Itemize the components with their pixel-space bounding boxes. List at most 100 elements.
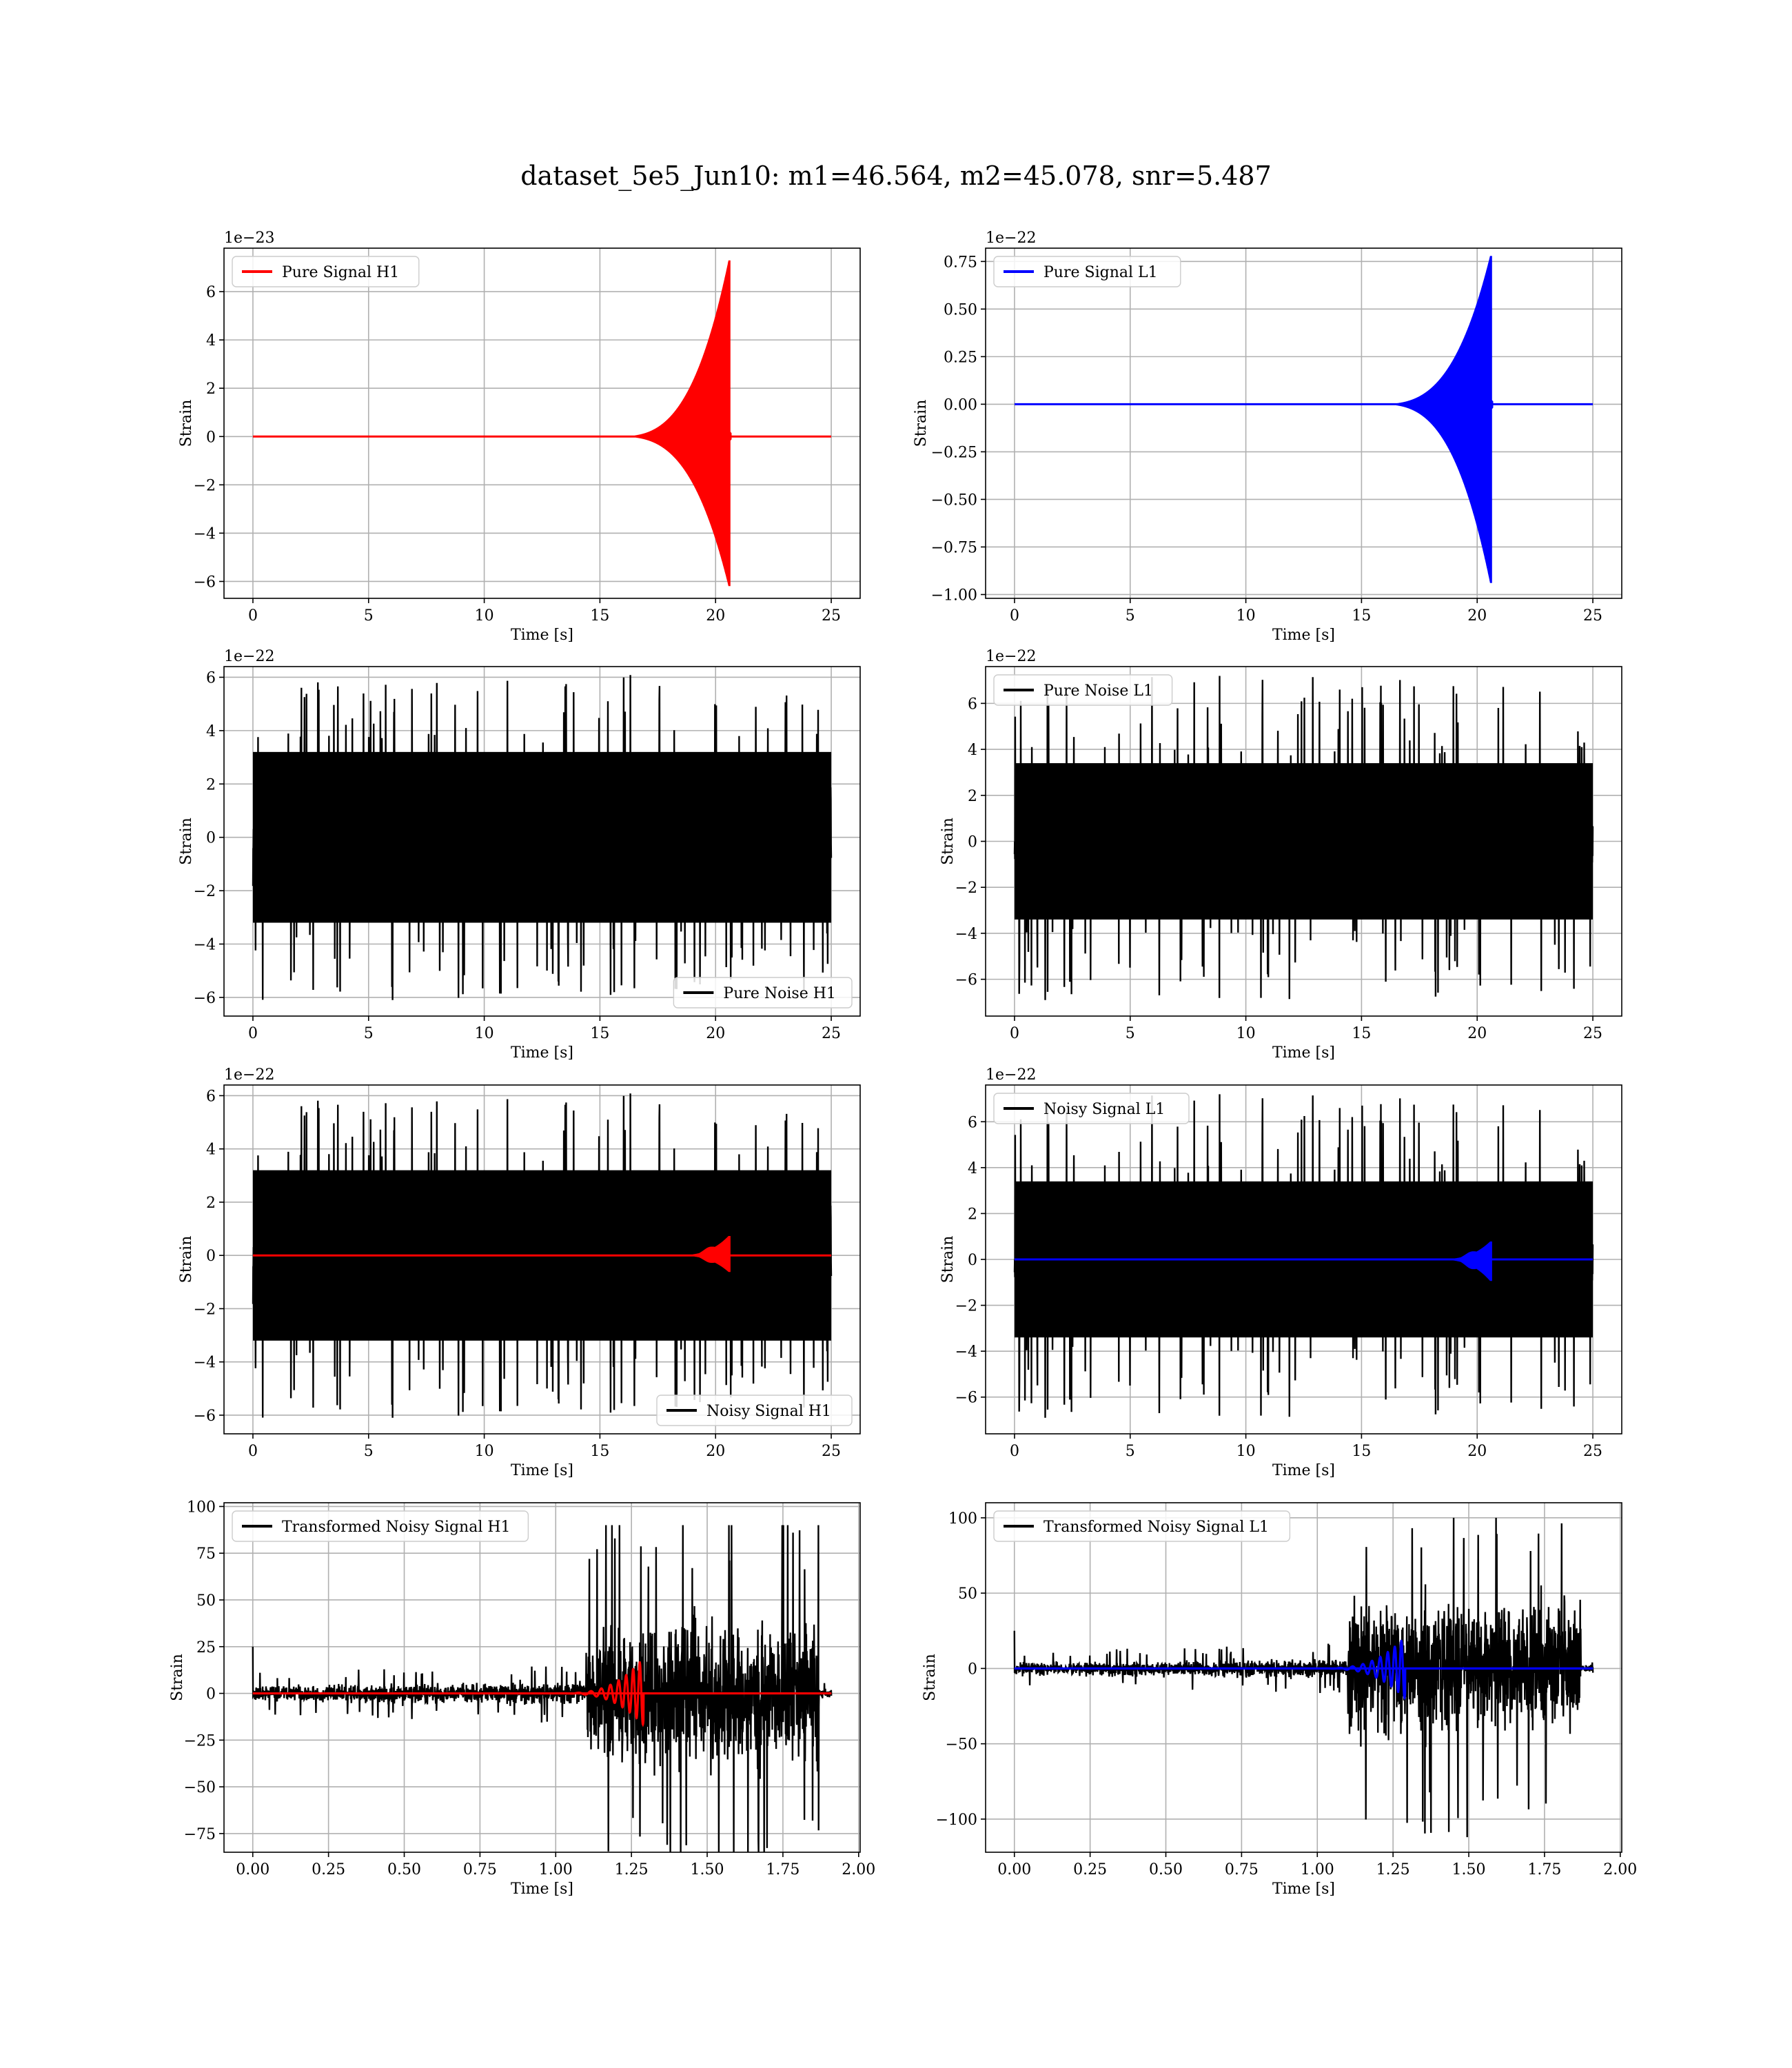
legend-label: Pure Noise H1	[723, 985, 836, 1002]
x-tick-label: 20	[706, 607, 725, 625]
y-tick-label: 50	[196, 1592, 216, 1610]
axes-frame	[985, 1502, 1622, 1853]
x-axis-label: Time [s]	[1272, 1462, 1335, 1479]
y-tick-label: −6	[194, 990, 216, 1007]
y-tick-label: 4	[968, 742, 977, 759]
x-tick-label: 5	[1126, 1443, 1135, 1460]
x-axis-label: Time [s]	[1272, 1044, 1335, 1062]
series-line	[252, 260, 832, 587]
y-tick-label: −4	[955, 1344, 977, 1361]
x-tick-label: 1.00	[1301, 1861, 1334, 1878]
y-axis-label: Strain	[178, 818, 195, 865]
x-tick-label: 15	[1352, 1443, 1371, 1460]
x-tick-label: 1.75	[766, 1861, 800, 1878]
y-tick-label: 6	[206, 669, 216, 687]
x-tick-label: 10	[475, 1443, 494, 1460]
x-tick-label: 5	[364, 1025, 374, 1042]
y-tick-label: −1.00	[931, 587, 977, 604]
legend: Pure Signal L1	[993, 256, 1181, 287]
series-band	[1014, 763, 1594, 920]
axis-offset-label: 1e−23	[224, 230, 274, 247]
x-tick-label: 10	[475, 607, 494, 625]
y-tick-label: 75	[196, 1545, 216, 1563]
legend: Pure Signal H1	[232, 256, 420, 287]
y-tick-label: 2	[206, 776, 216, 793]
legend: Noisy Signal H1	[656, 1395, 853, 1426]
y-axis-label: Strain	[178, 1236, 195, 1284]
y-tick-label: 2	[206, 381, 216, 398]
y-tick-label: −2	[955, 1298, 977, 1315]
x-axis-label: Time [s]	[1272, 627, 1335, 644]
x-tick-label: 0	[1010, 1443, 1019, 1460]
legend: Transformed Noisy Signal H1	[232, 1510, 529, 1542]
axis-offset-label: 1e−22	[224, 648, 274, 665]
x-tick-label: 20	[706, 1025, 725, 1042]
y-tick-label: −25	[184, 1732, 216, 1750]
x-tick-label: 20	[706, 1443, 725, 1460]
y-tick-label: 4	[206, 332, 216, 349]
x-tick-label: 0.50	[1149, 1861, 1183, 1878]
x-tick-label: 5	[1126, 1025, 1135, 1042]
x-tick-label: 10	[1236, 607, 1256, 625]
y-axis-label: Strain	[913, 400, 930, 447]
y-tick-label: −75	[184, 1826, 216, 1843]
x-tick-label: 1.25	[615, 1861, 649, 1878]
legend-label: Transformed Noisy Signal L1	[1043, 1519, 1269, 1536]
y-tick-label: 4	[206, 1142, 216, 1159]
x-tick-label: 5	[364, 1443, 374, 1460]
y-tick-label: 6	[968, 1114, 977, 1131]
y-tick-label: −6	[955, 1390, 977, 1407]
y-tick-label: 50	[958, 1585, 977, 1603]
y-tick-label: −6	[194, 1408, 216, 1425]
y-tick-label: −2	[194, 883, 216, 900]
y-tick-label: 0	[968, 1661, 977, 1678]
x-tick-label: 25	[822, 607, 841, 625]
x-tick-label: 2.00	[1603, 1861, 1637, 1878]
x-tick-label: 15	[1352, 1025, 1371, 1042]
x-tick-label: 0.00	[997, 1861, 1031, 1878]
y-tick-label: 6	[206, 284, 216, 301]
x-tick-label: 25	[1583, 1025, 1602, 1042]
legend-label: Pure Signal L1	[1043, 264, 1158, 281]
panel-pure-signal-l1: 0 5 10 15 20 25 −1.00 −0.75 −0.50 −0.25 0.00 0.25 0.…	[913, 230, 1622, 644]
y-tick-label: −4	[194, 525, 216, 543]
plot-area	[1013, 676, 1594, 1000]
axes-frame	[223, 1502, 861, 1853]
plot-area	[252, 260, 832, 587]
x-tick-label: 10	[475, 1025, 494, 1042]
y-tick-label: 0.25	[944, 349, 977, 366]
figure-title: dataset_5e5_Jun10: m1=46.564, m2=45.078,…	[520, 161, 1272, 192]
legend-box	[993, 674, 1173, 706]
y-tick-label: −0.75	[931, 539, 977, 556]
x-tick-label: 0	[248, 1443, 258, 1460]
x-tick-label: 0.00	[236, 1861, 269, 1878]
x-tick-label: 25	[1583, 1443, 1602, 1460]
y-tick-label: 0	[968, 1252, 977, 1269]
x-tick-label: 10	[1236, 1443, 1256, 1460]
y-axis-label: Strain	[178, 400, 195, 447]
legend-box	[232, 1510, 529, 1542]
panel-transformed-h1: 0.00 0.25 0.50 0.75 1.00 1.25 1.50 1.75 2.00 −75 −…	[169, 1499, 875, 1898]
x-axis-label: Time [s]	[1272, 1881, 1335, 1898]
x-tick-label: 0	[248, 607, 258, 625]
legend-label: Pure Signal H1	[282, 264, 399, 281]
x-tick-label: 0.25	[1073, 1861, 1107, 1878]
x-tick-label: 20	[1467, 1025, 1487, 1042]
series-line	[1013, 1517, 1594, 1838]
panel-noisy-signal-h1: 0 5 10 15 20 25 −6 −4 −2 0 2 4 6 Time [s] Strain 1e−22 N…	[178, 1066, 861, 1479]
legend-label: Noisy Signal H1	[706, 1403, 831, 1420]
y-tick-label: 0	[206, 429, 216, 446]
legend-box	[673, 977, 853, 1008]
legend-box	[993, 256, 1181, 287]
x-tick-label: 0	[1010, 607, 1019, 625]
series-line	[252, 1236, 832, 1273]
axes-frame	[223, 1084, 861, 1435]
legend-label: Noisy Signal L1	[1043, 1101, 1165, 1118]
panel-transformed-l1: 0.00 0.25 0.50 0.75 1.00 1.25 1.50 1.75 2.00 −100…	[922, 1502, 1637, 1898]
x-tick-label: 1.00	[539, 1861, 573, 1878]
x-tick-label: 0.75	[463, 1861, 497, 1878]
y-tick-label: 0.00	[944, 396, 977, 414]
x-tick-label: 0.25	[312, 1861, 345, 1878]
y-axis-label: Strain	[169, 1654, 186, 1701]
